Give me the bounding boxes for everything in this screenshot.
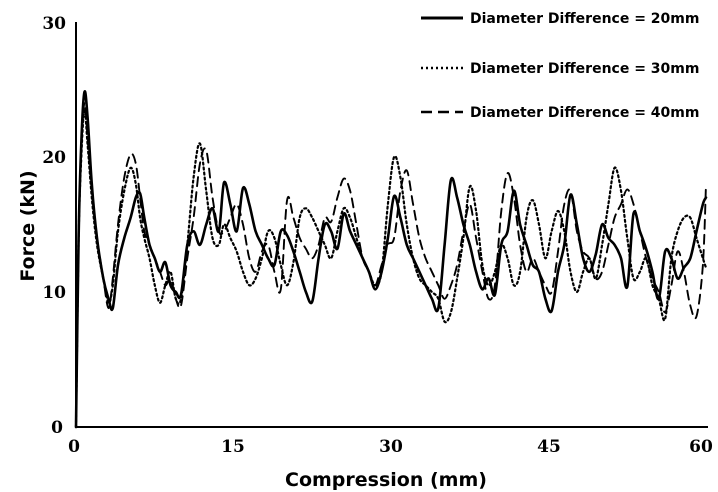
x-tick-label-0: 0 xyxy=(68,437,80,457)
y-tick-labels: 0 10 20 30 xyxy=(42,14,66,438)
y-tick-label-10: 10 xyxy=(42,283,66,303)
x-tick-label-45: 45 xyxy=(537,437,561,457)
legend-entry-40mm: Diameter Difference = 40mm xyxy=(421,105,699,121)
series-line-solid xyxy=(74,90,708,429)
x-tick-label-15: 15 xyxy=(221,437,245,457)
legend-label-20mm: Diameter Difference = 20mm xyxy=(470,11,699,27)
axes xyxy=(75,22,708,428)
series-line-dotted xyxy=(74,108,708,429)
x-tick-label-60: 60 xyxy=(689,437,713,457)
y-tick-label-0: 0 xyxy=(51,418,63,438)
legend-entry-20mm: Diameter Difference = 20mm xyxy=(421,11,699,27)
x-axis-title: Compression (mm) xyxy=(285,469,487,491)
legend: Diameter Difference = 20mm Diameter Diff… xyxy=(421,11,699,121)
series-layer xyxy=(74,90,708,429)
legend-label-40mm: Diameter Difference = 40mm xyxy=(470,105,699,121)
legend-entry-30mm: Diameter Difference = 30mm xyxy=(421,61,699,77)
x-tick-labels: 0 15 30 45 60 xyxy=(68,437,713,457)
x-tick-label-30: 30 xyxy=(379,437,403,457)
legend-label-30mm: Diameter Difference = 30mm xyxy=(470,61,699,77)
series-line-dashed xyxy=(75,102,707,428)
y-tick-label-30: 30 xyxy=(42,14,66,34)
y-tick-label-20: 20 xyxy=(42,148,66,168)
y-axis-title: Force (kN) xyxy=(17,170,39,281)
